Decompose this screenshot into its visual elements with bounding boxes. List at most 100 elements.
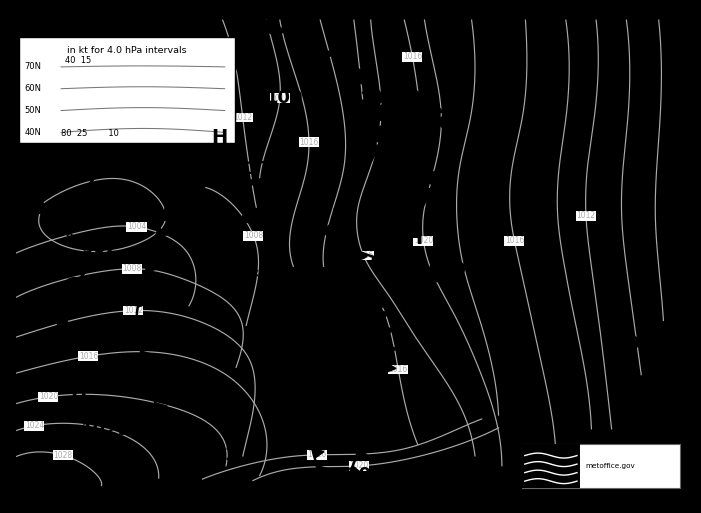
Polygon shape — [145, 367, 157, 377]
Polygon shape — [86, 173, 97, 182]
FancyBboxPatch shape — [522, 444, 680, 488]
Text: 1009: 1009 — [266, 89, 315, 107]
FancyBboxPatch shape — [20, 37, 235, 143]
Text: 1012: 1012 — [271, 93, 290, 103]
Polygon shape — [428, 171, 444, 186]
Polygon shape — [141, 281, 153, 291]
Polygon shape — [150, 385, 162, 394]
Polygon shape — [78, 262, 93, 275]
Text: 101: 101 — [615, 336, 653, 353]
Text: 1012: 1012 — [233, 113, 252, 122]
Text: 80  25        10: 80 25 10 — [61, 129, 119, 139]
FancyBboxPatch shape — [522, 444, 580, 488]
Polygon shape — [64, 278, 79, 291]
Text: 1016: 1016 — [308, 450, 327, 459]
Polygon shape — [362, 431, 374, 441]
Text: 1020: 1020 — [417, 262, 467, 280]
Text: 1016: 1016 — [388, 365, 408, 374]
Polygon shape — [137, 297, 149, 307]
Polygon shape — [425, 100, 443, 113]
Text: L: L — [351, 57, 363, 76]
Polygon shape — [173, 472, 184, 482]
Text: 50N: 50N — [25, 106, 41, 115]
Polygon shape — [273, 309, 285, 320]
Polygon shape — [168, 193, 179, 203]
Polygon shape — [218, 228, 234, 241]
Polygon shape — [312, 45, 333, 58]
Text: 1008: 1008 — [244, 231, 263, 240]
Polygon shape — [189, 139, 208, 149]
Text: L: L — [257, 246, 269, 265]
Polygon shape — [398, 264, 421, 275]
Text: 1000: 1000 — [266, 279, 315, 297]
Text: 1011: 1011 — [360, 90, 410, 108]
Polygon shape — [146, 262, 158, 272]
Text: 1020: 1020 — [414, 236, 433, 245]
Text: 1012: 1012 — [124, 306, 143, 315]
Polygon shape — [156, 228, 168, 238]
Polygon shape — [102, 156, 118, 169]
Text: 1020: 1020 — [39, 392, 58, 401]
Text: 1024: 1024 — [25, 421, 44, 430]
Polygon shape — [334, 56, 355, 70]
Text: 40N: 40N — [25, 128, 41, 137]
Polygon shape — [383, 326, 394, 336]
Text: metoffice.gov: metoffice.gov — [585, 463, 635, 469]
Text: H: H — [211, 128, 227, 147]
Polygon shape — [353, 164, 369, 180]
Text: H: H — [70, 389, 86, 408]
Polygon shape — [426, 271, 448, 282]
Text: H: H — [605, 303, 621, 322]
Polygon shape — [247, 26, 259, 35]
Text: 1008: 1008 — [123, 264, 142, 273]
Polygon shape — [169, 453, 181, 464]
Polygon shape — [369, 292, 381, 302]
Polygon shape — [337, 245, 350, 254]
Polygon shape — [276, 326, 288, 336]
Polygon shape — [215, 92, 227, 102]
Polygon shape — [238, 194, 250, 209]
Polygon shape — [226, 159, 242, 173]
Polygon shape — [281, 344, 293, 353]
Polygon shape — [369, 413, 381, 423]
Polygon shape — [325, 223, 340, 240]
Polygon shape — [291, 378, 303, 388]
Polygon shape — [205, 109, 218, 119]
Polygon shape — [239, 214, 251, 223]
Text: L: L — [72, 206, 84, 226]
Text: 992: 992 — [81, 239, 118, 257]
Text: L: L — [179, 413, 192, 432]
Text: 1020: 1020 — [350, 461, 369, 470]
Polygon shape — [137, 333, 149, 343]
Polygon shape — [286, 362, 298, 371]
Polygon shape — [349, 466, 361, 476]
Polygon shape — [297, 396, 308, 406]
Polygon shape — [407, 207, 422, 223]
Text: 1016: 1016 — [299, 137, 318, 147]
Text: in kt for 4.0 hPa intervals: in kt for 4.0 hPa intervals — [67, 46, 187, 55]
Text: 1016: 1016 — [354, 251, 373, 260]
Text: 1017: 1017 — [222, 161, 272, 179]
Text: 1012: 1012 — [576, 211, 596, 221]
Polygon shape — [374, 105, 387, 121]
Polygon shape — [173, 176, 186, 187]
Polygon shape — [179, 160, 192, 170]
Polygon shape — [224, 76, 236, 86]
Polygon shape — [440, 152, 454, 168]
Polygon shape — [377, 310, 390, 320]
Text: 1028: 1028 — [53, 451, 72, 460]
Polygon shape — [360, 277, 372, 286]
Polygon shape — [385, 363, 396, 373]
Polygon shape — [165, 437, 177, 447]
Polygon shape — [57, 314, 70, 328]
Polygon shape — [355, 448, 368, 459]
Polygon shape — [312, 448, 324, 458]
Polygon shape — [196, 126, 209, 135]
Polygon shape — [364, 145, 379, 161]
Polygon shape — [417, 189, 433, 204]
Polygon shape — [321, 483, 332, 493]
Text: 1011: 1011 — [189, 446, 238, 464]
Text: 1029: 1029 — [81, 422, 130, 440]
Polygon shape — [445, 134, 456, 150]
Polygon shape — [372, 257, 395, 268]
